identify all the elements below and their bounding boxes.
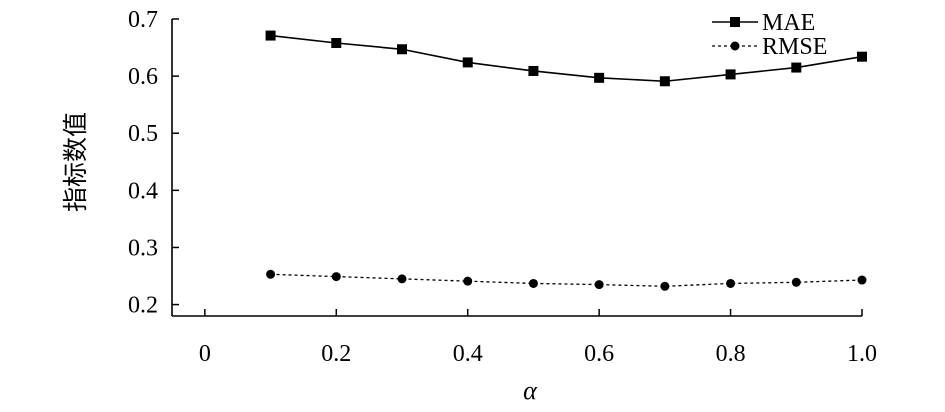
series-layer	[265, 30, 867, 291]
x-tick-label: 0.4	[453, 341, 483, 367]
data-point	[857, 51, 867, 62]
x-tick-label: 0	[199, 341, 211, 367]
data-point	[266, 269, 276, 279]
x-tick-label: 0.6	[584, 341, 614, 367]
data-point	[462, 57, 473, 68]
y-tick-label: 0.2	[128, 293, 158, 319]
series-line-mae	[270, 34, 863, 83]
data-point	[265, 30, 276, 41]
legend-marker	[730, 17, 740, 27]
x-axis-title: α	[523, 376, 538, 405]
series-rmse	[266, 269, 867, 291]
series-mae	[265, 30, 867, 87]
legend-marker	[730, 41, 740, 51]
y-tick-label: 0.6	[128, 64, 158, 90]
y-axis-title: 指标数值	[61, 112, 90, 212]
data-point	[528, 65, 539, 76]
data-point	[791, 277, 801, 287]
x-tick-label: 0.2	[321, 341, 351, 367]
x-tick-label: 0.8	[716, 341, 746, 367]
data-point	[594, 72, 605, 83]
data-point	[331, 272, 341, 282]
data-point	[331, 37, 342, 48]
data-point	[791, 62, 802, 73]
data-point	[528, 278, 538, 288]
y-tick-label: 0.4	[128, 178, 158, 204]
data-point	[594, 280, 604, 290]
data-point	[726, 278, 736, 288]
data-point	[397, 44, 407, 55]
legend-item-mae: MAE	[712, 10, 815, 36]
data-point	[659, 76, 670, 87]
data-point	[463, 276, 473, 286]
data-point	[397, 274, 407, 284]
data-point	[725, 69, 736, 80]
y-tick-label: 0.3	[128, 235, 158, 261]
y-tick-label: 0.7	[128, 7, 158, 33]
axes	[171, 19, 862, 317]
x-tick-label: 1.0	[847, 341, 877, 367]
y-tick-label: 0.5	[128, 121, 158, 147]
legend-label: RMSE	[762, 34, 827, 60]
legend-item-rmse: RMSE	[712, 34, 827, 60]
x-ticks: 0 0.2 0.4 0.6 0.8 1.0	[199, 309, 877, 367]
legend-label: MAE	[762, 10, 815, 36]
series-line-rmse	[270, 273, 863, 287]
data-point	[857, 275, 867, 285]
data-point	[660, 281, 670, 291]
y-ticks: 0.2 0.3 0.4 0.5 0.6 0.7	[128, 7, 179, 319]
